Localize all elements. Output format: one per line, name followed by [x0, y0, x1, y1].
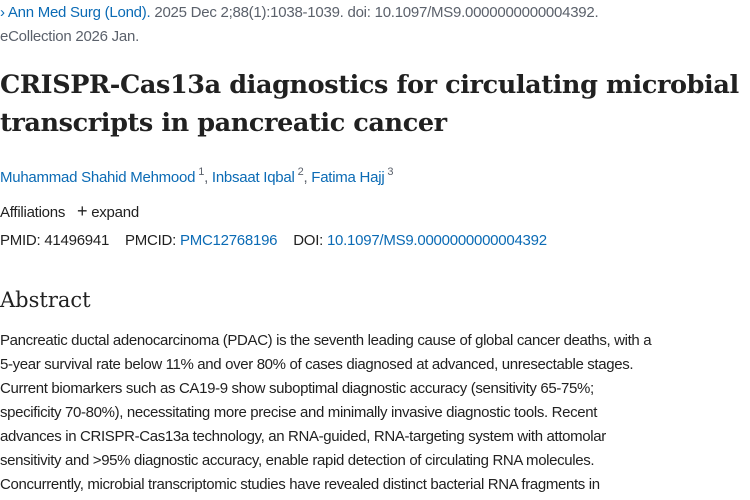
affiliation-ref[interactable]: 1 — [198, 166, 205, 178]
citation-details: 2025 Dec 2;88(1):1038-1039. doi: 10.1097… — [150, 4, 599, 21]
abstract-line: sensitivity and >95% diagnostic accuracy… — [0, 452, 595, 469]
abstract-line: 5-year survival rate below 11% and over … — [0, 356, 634, 373]
pmid-label: PMID: — [0, 232, 41, 249]
ecollection: eCollection 2026 Jan. — [0, 28, 140, 45]
pmcid-label: PMCID: — [125, 232, 177, 249]
expand-label: expand — [91, 204, 139, 221]
author-link[interactable]: Inbsaat Iqbal — [211, 169, 295, 186]
abstract-line: Pancreatic ductal adenocarcinoma (PDAC) … — [0, 332, 652, 349]
citation-line: › Ann Med Surg (Lond). 2025 Dec 2;88(1):… — [0, 4, 599, 21]
article-title-line-2: transcripts in pancreatic cancer — [0, 108, 447, 138]
doi-link[interactable]: 10.1097/MS9.0000000000004392 — [326, 232, 547, 249]
author-link[interactable]: Fatima Hajj — [311, 169, 385, 186]
author-list: Muhammad Shahid Mehmood 1, Inbsaat Iqbal 2… — [0, 166, 394, 186]
doi-label: DOI: — [293, 232, 324, 249]
abstract-line: Concurrently, microbial transcriptomic s… — [0, 476, 600, 493]
abstract-line: Current biomarkers such as CA19-9 show s… — [0, 380, 594, 397]
affiliation-ref[interactable]: 2 — [297, 166, 304, 178]
abstract-line: advances in CRISPR-Cas13a technology, an… — [0, 428, 606, 445]
plus-icon: + — [77, 201, 88, 221]
pmcid-link[interactable]: PMC12768196 — [179, 232, 278, 249]
abstract-line: specificity 70-80%), necessitating more … — [0, 404, 598, 421]
author-link[interactable]: Muhammad Shahid Mehmood — [0, 169, 196, 186]
expand-affiliations-button[interactable]: + expand — [77, 201, 139, 221]
journal-name: Ann Med Surg (Lond). — [7, 4, 151, 21]
abstract-heading: Abstract — [0, 288, 91, 312]
affiliations-row: Affiliations + expand — [0, 201, 139, 221]
affiliations-label: Affiliations — [0, 204, 66, 221]
chevron-right-icon: › — [0, 4, 5, 21]
identifiers-row: PMID: 41496941 PMCID: PMC12768196 DOI: 1… — [0, 232, 547, 249]
abstract-body: Pancreatic ductal adenocarcinoma (PDAC) … — [0, 329, 652, 497]
pmid-value: 41496941 — [44, 232, 110, 249]
journal-link[interactable]: › Ann Med Surg (Lond). — [0, 4, 151, 21]
article-title-line-1: CRISPR-Cas13a diagnostics for circulatin… — [0, 70, 739, 100]
affiliation-ref[interactable]: 3 — [387, 166, 394, 178]
